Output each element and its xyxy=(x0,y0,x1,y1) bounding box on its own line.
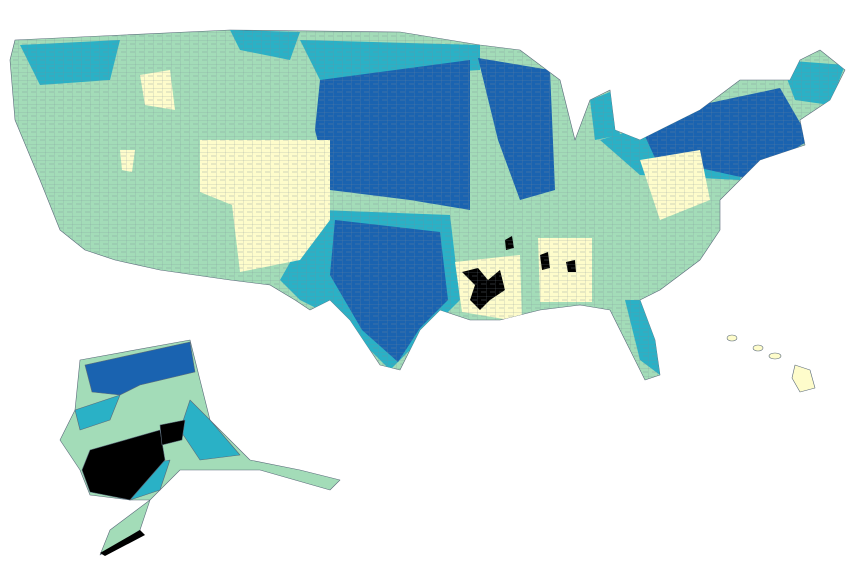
alaska xyxy=(59,339,341,556)
aleutians xyxy=(100,530,145,556)
hawaii xyxy=(726,334,816,393)
alaska-black xyxy=(159,419,186,446)
alaska-teal xyxy=(74,394,121,431)
alaska-dark-blue xyxy=(84,341,196,396)
alaska-black xyxy=(81,429,166,501)
hawaii-island xyxy=(768,352,782,360)
hawaii-island xyxy=(726,334,738,342)
hawaii-island xyxy=(752,344,764,352)
hawaii-island xyxy=(791,364,816,393)
